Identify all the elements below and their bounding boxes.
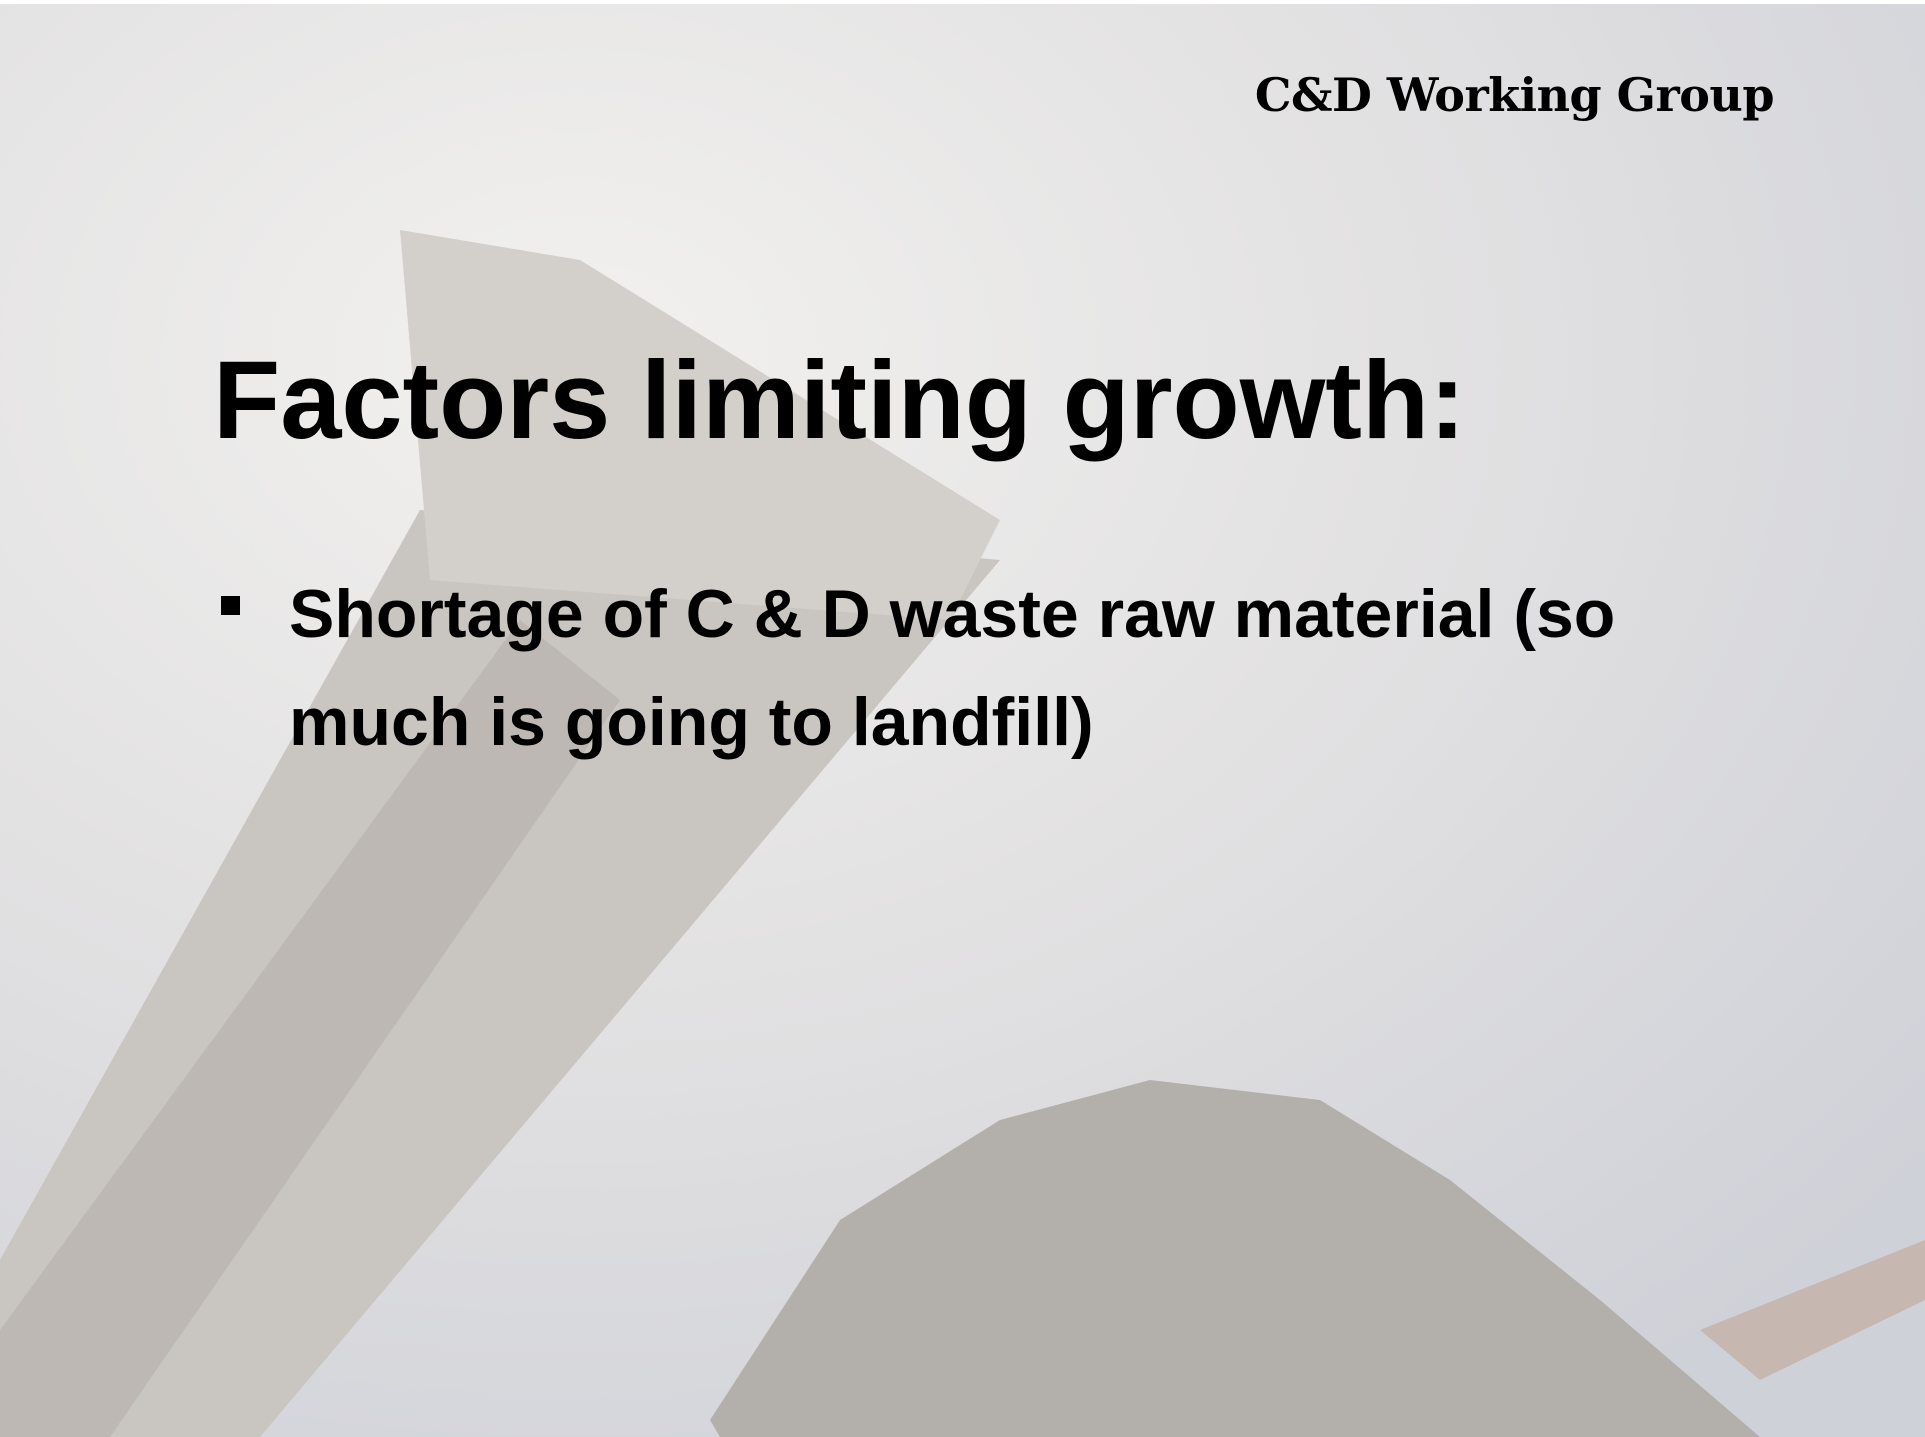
bullet-text: Shortage of C & D waste raw material (so…	[289, 576, 1616, 760]
bullet-list: Shortage of C & D waste raw material (so…	[221, 560, 1669, 776]
conveyor-head	[400, 230, 1000, 620]
pile	[710, 1080, 1760, 1437]
bullet-item: Shortage of C & D waste raw material (so…	[221, 560, 1669, 776]
slide-title: Factors limiting growth:	[213, 339, 1466, 462]
bullet-mark	[221, 596, 240, 615]
header-title: C&D Working Group	[1254, 68, 1775, 122]
conveyor-side	[0, 620, 620, 1437]
top-edge	[0, 0, 1925, 4]
second-conveyor	[1700, 1240, 1925, 1380]
